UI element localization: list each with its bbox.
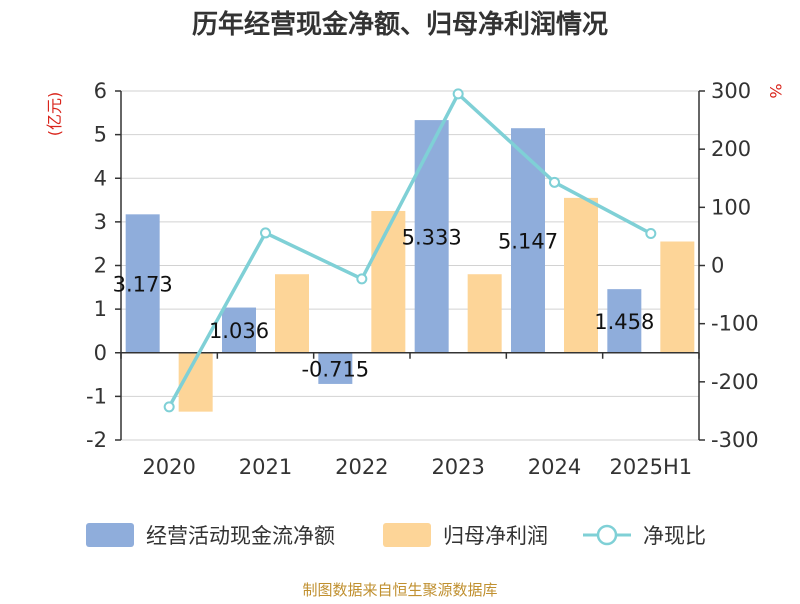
left-tick-label: 5 — [94, 123, 107, 147]
left-tick-label: 4 — [94, 166, 107, 190]
left-axis-unit: (亿元) — [45, 92, 64, 137]
axes: -2 -1 0 1 2 3 4 5 6 -300 -200 -100 0 100 200 300 2020 202… — [86, 79, 759, 479]
bar-profit — [467, 274, 502, 353]
chart-title: 历年经营现金净额、归母净利润情况 — [192, 9, 608, 40]
data-label-cashflow: 1.036 — [209, 319, 269, 343]
bar-profit — [564, 197, 598, 353]
x-tick-label: 2021 — [239, 455, 292, 479]
legend-label-cashflow: 经营活动现金流净额 — [146, 524, 335, 548]
data-labels: 3.173 1.036 -0.715 5.333 5.147 1.458 — [113, 225, 655, 381]
right-tick-label: -100 — [711, 312, 759, 336]
legend-swatch-profit — [383, 523, 431, 547]
ratio-point — [452, 88, 464, 100]
x-tick-label: 2022 — [335, 455, 388, 479]
right-tick-label: 300 — [711, 79, 751, 103]
bar-cashflow — [607, 289, 642, 353]
ratio-point — [356, 273, 368, 285]
right-tick-label: -200 — [711, 370, 759, 394]
ratio-point — [549, 176, 560, 188]
line-series — [163, 88, 657, 413]
legend: 经营活动现金流净额 归母净利润 净现比 — [86, 523, 706, 548]
left-tick-label: -1 — [86, 384, 107, 408]
data-label-cashflow: 1.458 — [594, 310, 654, 334]
bar-cashflow — [318, 352, 353, 384]
data-label-cashflow: 3.173 — [113, 273, 173, 297]
left-tick-label: 6 — [94, 79, 107, 103]
right-tick-label: -300 — [711, 428, 759, 452]
left-tick-label: 0 — [94, 341, 107, 365]
bar-profit — [275, 274, 309, 353]
x-tick-label: 2025H1 — [610, 455, 693, 479]
right-tick-label: 100 — [711, 195, 751, 219]
data-label-cashflow: -0.715 — [301, 357, 369, 381]
left-tick-label: 2 — [94, 254, 107, 278]
x-tick-label: 2023 — [431, 455, 484, 479]
data-label-cashflow: 5.147 — [498, 229, 558, 253]
right-tick-label: 200 — [711, 137, 751, 161]
bar-cashflow — [125, 214, 160, 353]
legend-swatch-ratio-marker — [596, 524, 618, 546]
ratio-point — [260, 227, 271, 239]
bar-cashflow — [511, 128, 545, 353]
right-axis-unit: % — [766, 83, 785, 98]
right-tick-label: 0 — [711, 254, 724, 278]
legend-label-profit: 归母净利润 — [443, 524, 548, 548]
x-tick-label: 2020 — [142, 455, 195, 479]
left-tick-label: 3 — [94, 210, 107, 234]
bar-profit — [371, 210, 406, 353]
legend-label-ratio: 净现比 — [643, 524, 706, 548]
legend-swatch-cashflow — [86, 523, 134, 547]
bar-cashflow — [222, 307, 256, 353]
footer-source: 制图数据来自恒生聚源数据库 — [302, 581, 497, 599]
left-tick-label: -2 — [86, 428, 107, 452]
x-tick-label: 2024 — [528, 455, 581, 479]
ratio-point — [163, 401, 175, 413]
bar-cashflow — [414, 120, 449, 353]
bar-profit — [660, 241, 695, 353]
ratio-line — [167, 91, 652, 408]
left-tick-label: 1 — [94, 297, 107, 321]
ratio-point — [645, 228, 657, 240]
data-label-cashflow: 5.333 — [402, 225, 462, 249]
